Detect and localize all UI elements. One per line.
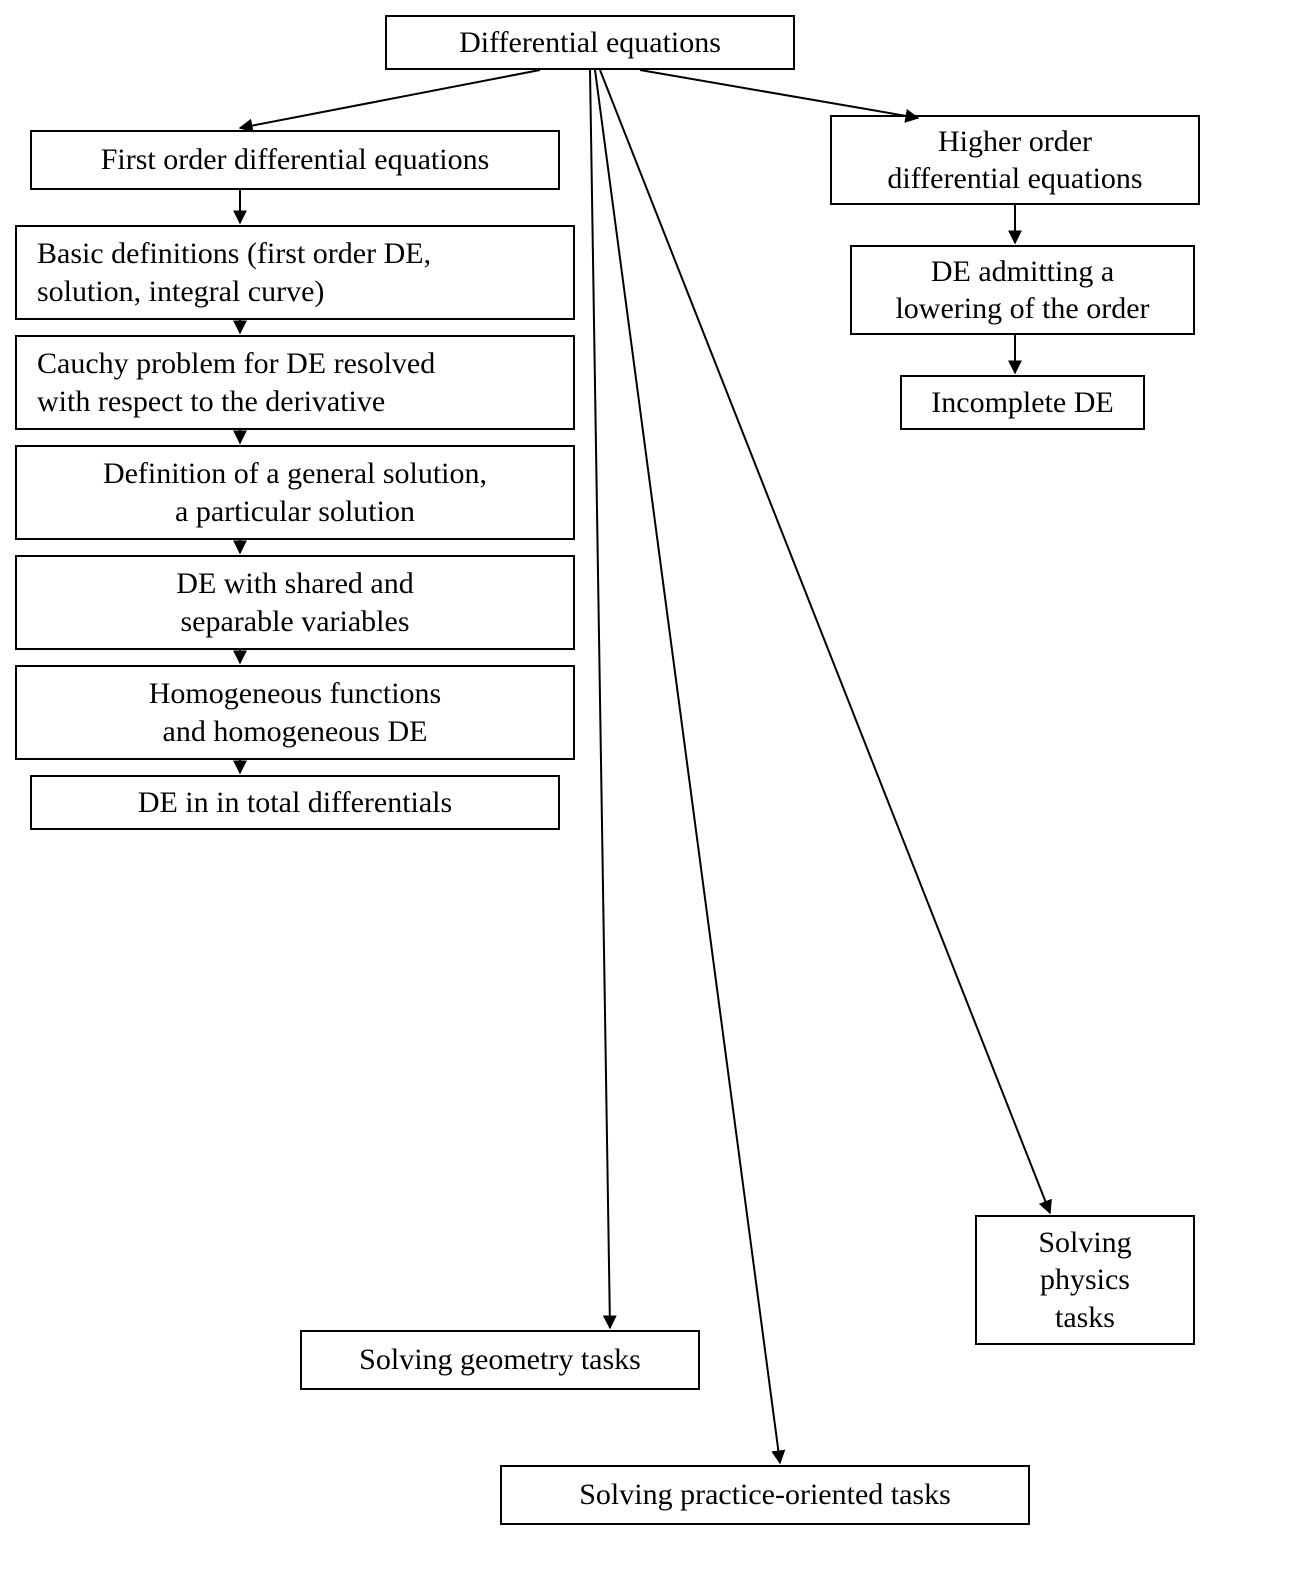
node-geometry-tasks: Solving geometry tasks <box>300 1330 700 1390</box>
node-basic-definitions: Basic definitions (first order DE,soluti… <box>15 225 575 320</box>
node-homogeneous: Homogeneous functionsand homogeneous DE <box>15 665 575 760</box>
node-incomplete: Incomplete DE <box>900 375 1145 430</box>
node-label: Definition of a general solution,a parti… <box>103 455 487 530</box>
edge-root-higher <box>640 70 918 118</box>
node-label: Homogeneous functionsand homogeneous DE <box>149 675 441 750</box>
edge-root-practice <box>595 70 780 1463</box>
edge-root-physics <box>600 70 1050 1213</box>
node-first-order: First order differential equations <box>30 130 560 190</box>
node-label: Incomplete DE <box>931 384 1113 422</box>
node-label: Solving geometry tasks <box>359 1341 641 1379</box>
node-label: DE admitting alowering of the order <box>895 253 1149 328</box>
node-label: Solvingphysicstasks <box>1038 1224 1131 1337</box>
node-practice-tasks: Solving practice-oriented tasks <box>500 1465 1030 1525</box>
node-root: Differential equations <box>385 15 795 70</box>
node-higher-order: Higher orderdifferential equations <box>830 115 1200 205</box>
node-label: First order differential equations <box>101 141 490 179</box>
node-total-differentials: DE in in total differentials <box>30 775 560 830</box>
node-lowering-order: DE admitting alowering of the order <box>850 245 1195 335</box>
edge-root-first <box>240 70 540 128</box>
node-label: Differential equations <box>459 24 721 62</box>
node-physics-tasks: Solvingphysicstasks <box>975 1215 1195 1345</box>
node-label: Solving practice-oriented tasks <box>579 1476 951 1514</box>
node-label: Basic definitions (first order DE,soluti… <box>37 235 431 310</box>
node-cauchy: Cauchy problem for DE resolvedwith respe… <box>15 335 575 430</box>
node-label: DE in in total differentials <box>138 784 452 822</box>
edge-root-geom <box>590 70 610 1328</box>
node-general-solution: Definition of a general solution,a parti… <box>15 445 575 540</box>
node-label: DE with shared andseparable variables <box>176 565 413 640</box>
node-shared-separable: DE with shared andseparable variables <box>15 555 575 650</box>
node-label: Higher orderdifferential equations <box>887 123 1142 198</box>
node-label: Cauchy problem for DE resolvedwith respe… <box>37 345 435 420</box>
